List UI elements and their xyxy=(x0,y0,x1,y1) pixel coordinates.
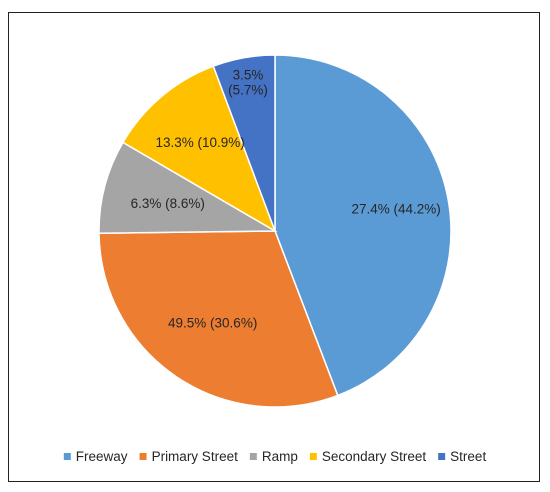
legend-label-freeway: Freeway xyxy=(76,449,128,464)
pie-slices xyxy=(98,54,452,408)
pie-chart: 27.4% (44.2%) 49.5% (30.6%) 6.3% (8.6%) 13.… xyxy=(63,54,486,464)
legend-swatch-secondary-street xyxy=(309,453,317,460)
chart-frame: 27.4% (44.2%) 49.5% (30.6%) 6.3% (8.6%) 13.… xyxy=(8,12,540,482)
legend-swatch-primary-street xyxy=(139,453,147,460)
slice-label-primary-street: 49.5% (30.6%) xyxy=(168,316,257,331)
slice-label-secondary-street: 13.3% (10.9%) xyxy=(155,135,244,150)
legend-label-street: Street xyxy=(450,449,486,464)
slice-secondary-street xyxy=(121,65,277,233)
legend: Freeway Primary Street Ramp Secondary Stree… xyxy=(63,449,486,464)
slice-ramp xyxy=(98,141,278,234)
slice-primary-street xyxy=(98,230,339,408)
legend-label-ramp: Ramp xyxy=(262,449,298,464)
legend-swatch-ramp xyxy=(249,453,257,460)
slice-freeway xyxy=(274,54,452,397)
slice-street xyxy=(212,54,276,232)
legend-swatch-street xyxy=(438,453,446,460)
slice-label-ramp: 6.3% (8.6%) xyxy=(131,196,205,211)
slice-label-street: 3.5% (5.7%) xyxy=(228,68,268,98)
legend-label-primary-street: Primary Street xyxy=(152,449,239,464)
legend-swatch-freeway xyxy=(63,453,71,460)
legend-label-secondary-street: Secondary Street xyxy=(322,449,427,464)
slice-label-freeway: 27.4% (44.2%) xyxy=(352,202,441,217)
slice-labels: 27.4% (44.2%) 49.5% (30.6%) 6.3% (8.6%) 13.… xyxy=(131,68,441,331)
